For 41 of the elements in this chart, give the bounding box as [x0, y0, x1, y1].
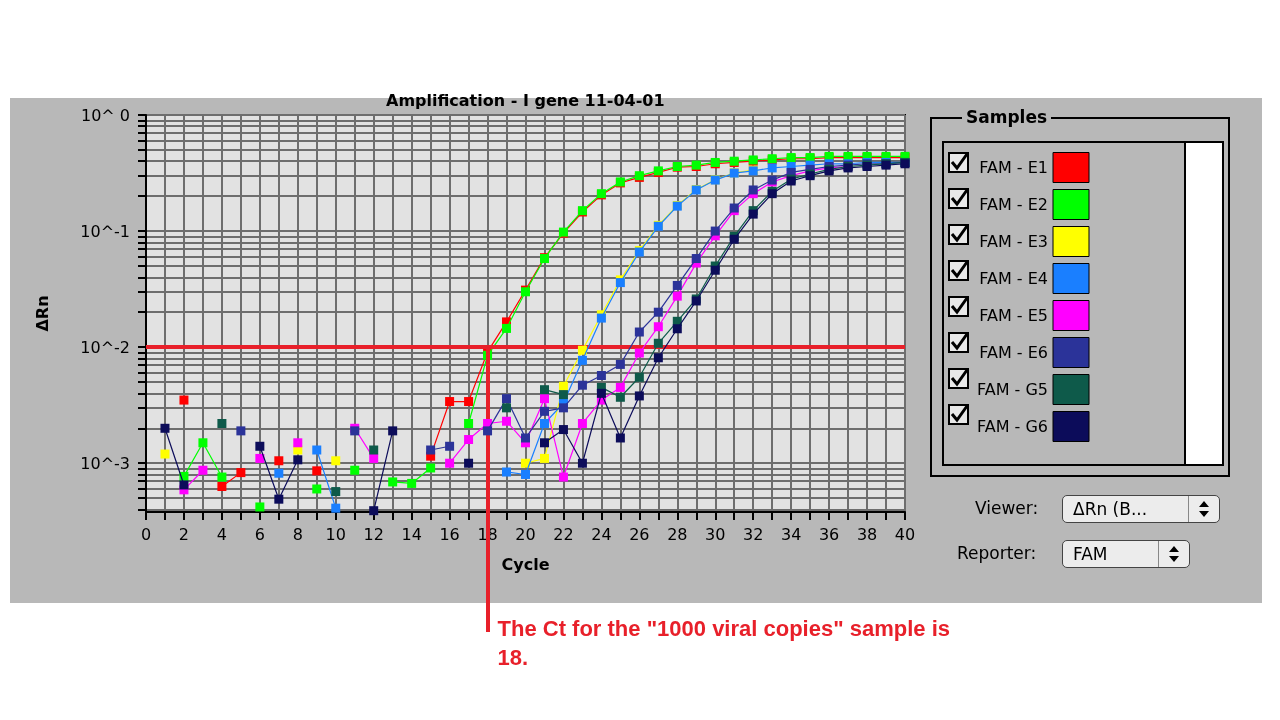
y-tick-label: 10^ 0 — [80, 105, 130, 125]
legend-label: FAM - E2 — [979, 195, 1049, 214]
y-axis-title: ΔRn — [32, 295, 52, 332]
x-tick-label: 12 — [363, 524, 384, 544]
x-tick-label: 22 — [553, 524, 574, 544]
text: ΔRn (B... — [1073, 499, 1148, 519]
legend-label: FAM - E1 — [979, 158, 1049, 177]
x-tick-label: 26 — [629, 524, 650, 544]
x-tick-label: 28 — [667, 524, 688, 544]
x-tick-label: 34 — [780, 524, 802, 544]
legend-label: FAM - E4 — [979, 269, 1049, 288]
x-tick-label: 30 — [705, 524, 726, 544]
x-tick-label: 36 — [818, 524, 840, 544]
y-tick-label: 10^-3 — [80, 453, 130, 473]
x-tick-label: 2 — [178, 524, 190, 544]
x-tick-label: 8 — [292, 524, 303, 544]
legend-label: FAM - G5 — [976, 380, 1049, 399]
x-tick-label: 0 — [140, 524, 152, 544]
legend-label: FAM - E3 — [979, 232, 1049, 251]
text: Reporter: — [957, 543, 1037, 563]
x-tick-label: 14 — [401, 524, 422, 544]
x-tick-label: 16 — [439, 524, 460, 544]
x-tick-label: 32 — [743, 524, 764, 544]
chart-title: Amplification - I gene 11-04-01 — [386, 91, 665, 110]
legend-title: Samples — [962, 107, 1052, 127]
text: Viewer: — [975, 498, 1039, 518]
text: The Ct for the "1000 viral copies" sample is 18. — [497, 615, 952, 672]
x-tick-label: 6 — [254, 524, 265, 544]
legend-label: FAM - E5 — [979, 306, 1049, 325]
x-tick-label: 10 — [325, 524, 346, 544]
x-tick-label: 4 — [216, 524, 227, 544]
x-axis-title: Cycle — [501, 554, 550, 574]
x-tick-label: 24 — [591, 524, 612, 544]
y-tick-label: 10^-1 — [80, 221, 130, 241]
x-tick-label: 20 — [515, 524, 536, 544]
x-tick-label: 38 — [856, 524, 878, 544]
legend-label: FAM - E6 — [979, 343, 1049, 362]
y-tick-label: 10^-2 — [80, 337, 130, 357]
text: FAM — [1073, 544, 1108, 564]
legend-label: FAM - G6 — [976, 417, 1049, 436]
x-tick-label: 40 — [894, 524, 916, 544]
